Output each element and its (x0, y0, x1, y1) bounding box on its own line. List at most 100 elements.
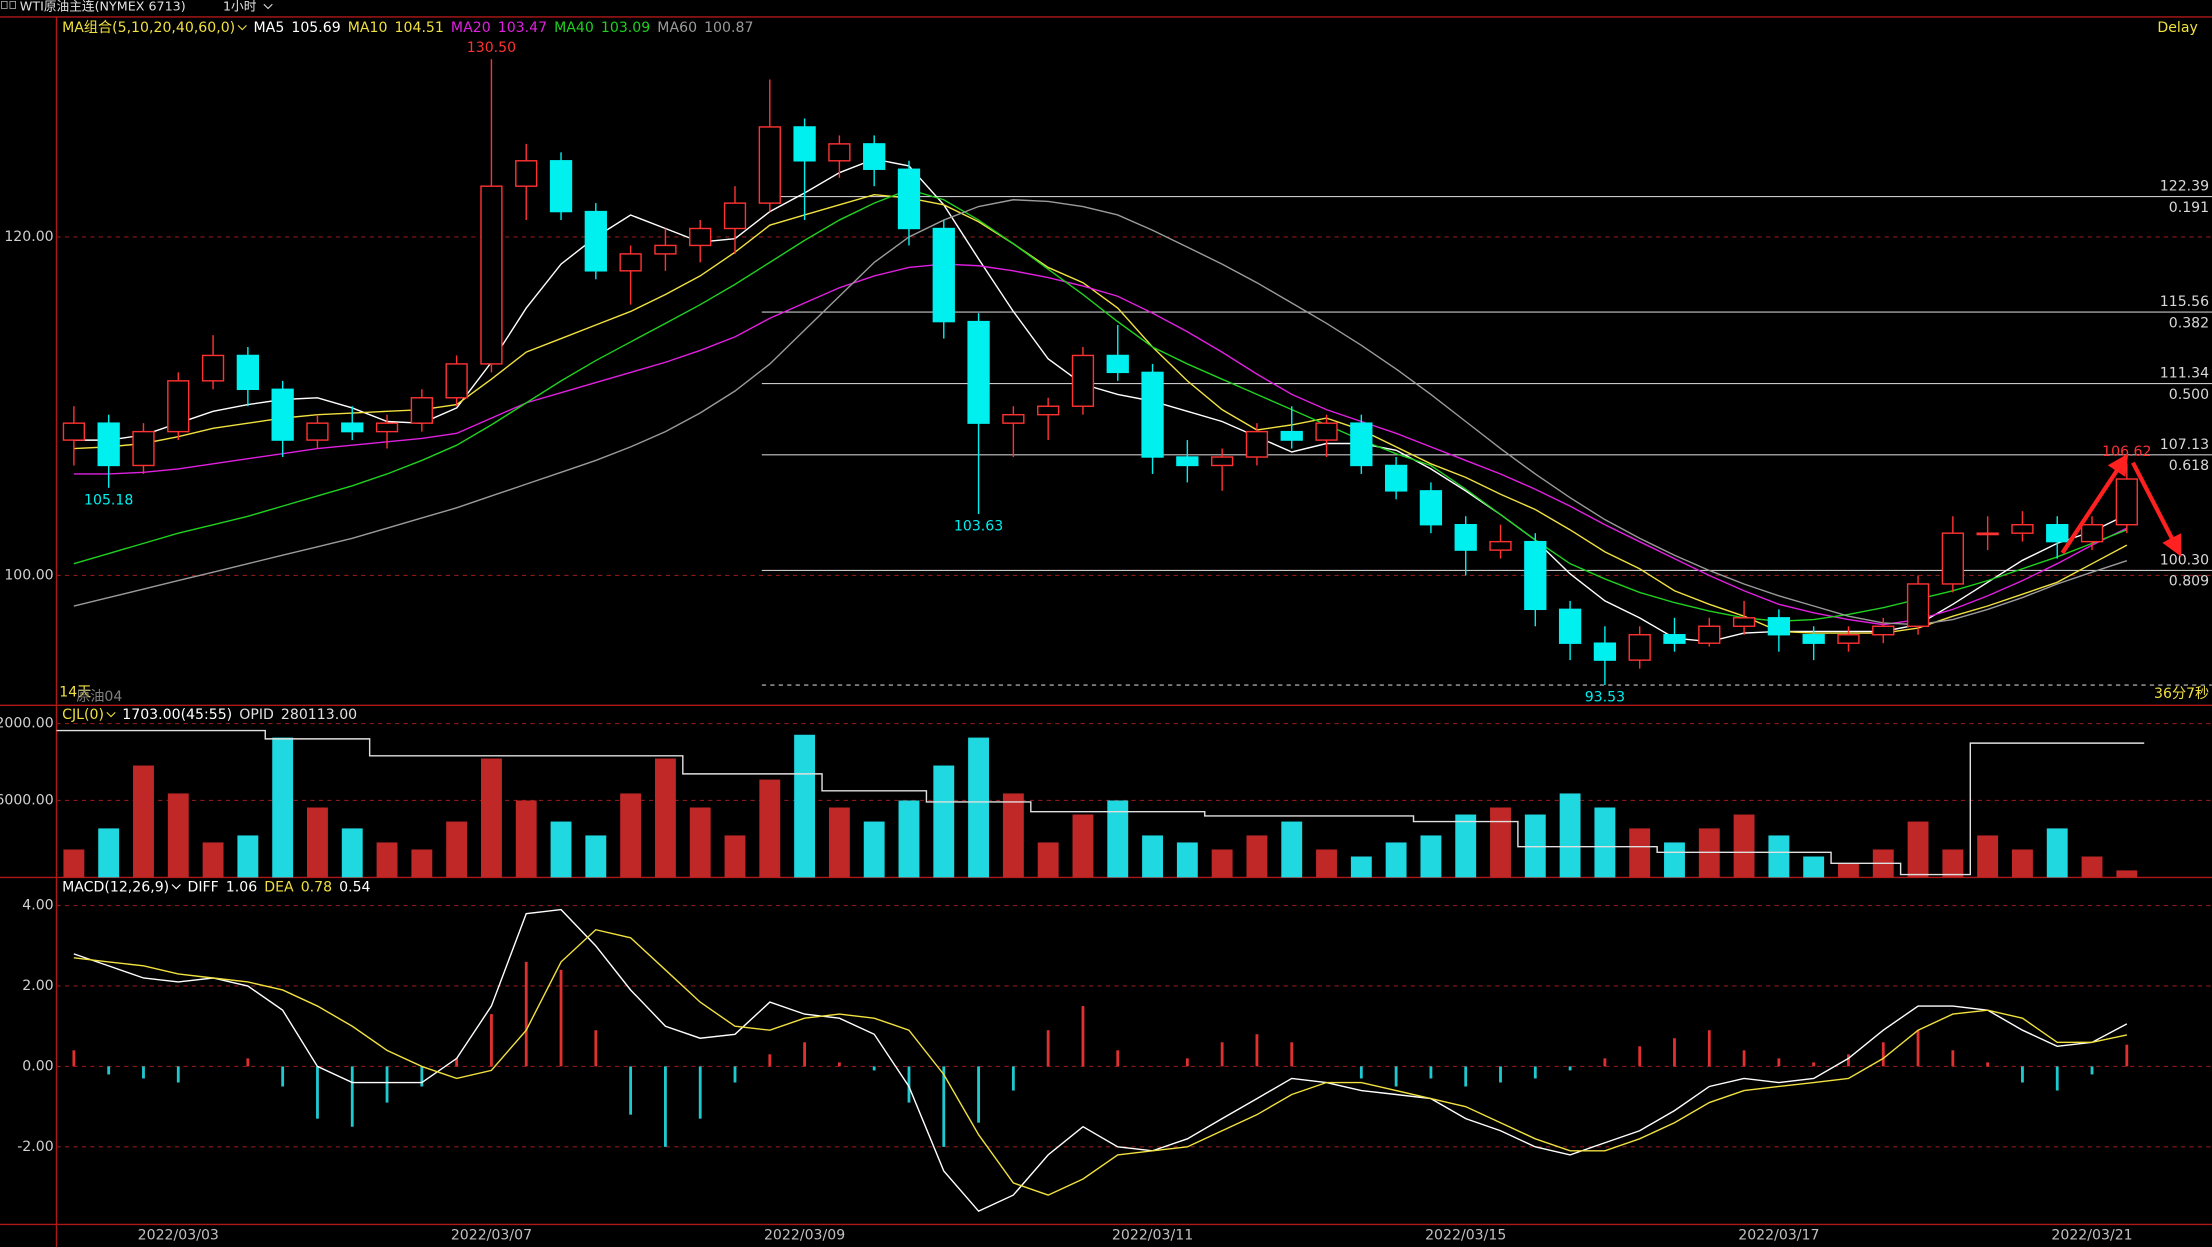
fib-ratio-label: 0.382 (2169, 315, 2209, 331)
icon (1, 0, 8, 9)
candle-body (375, 422, 399, 433)
volume-bar (1768, 835, 1790, 878)
volume-bar (1246, 835, 1268, 878)
candle-body (1315, 422, 1338, 441)
volume-bar (1385, 842, 1407, 878)
candle-body (1037, 405, 1060, 416)
candle-body (201, 354, 225, 382)
candle-body (758, 126, 781, 204)
x-tick-label: 2022/03/03 (138, 1228, 219, 1244)
candle-body (1802, 634, 1825, 644)
candle-body (1210, 456, 1234, 467)
volume-bar (2116, 870, 2138, 878)
volume-bar (1838, 863, 1859, 878)
x-tick-label: 2022/03/11 (1112, 1228, 1193, 1244)
candle-body (1350, 422, 1373, 467)
candle-body (410, 397, 433, 424)
legend-text: 104.51 (395, 20, 444, 36)
candle-body (1002, 413, 1025, 424)
volume-bar (63, 849, 85, 878)
y-tick-label: 92000.00 (0, 716, 54, 732)
candle-body (2011, 524, 2034, 534)
volume-bar (1316, 849, 1337, 878)
candle-body (1106, 354, 1129, 374)
legend-text: MA60 (657, 20, 697, 36)
arrow (2060, 453, 2129, 555)
dropdown-icon[interactable] (263, 3, 273, 10)
macd-line (73, 908, 2128, 1213)
volume-bar (1142, 835, 1163, 878)
fib-ratio-label: 0.500 (2169, 387, 2209, 403)
candle-body (1732, 617, 1756, 627)
volume-bar (863, 821, 885, 878)
candle-body (1837, 634, 1860, 644)
candle-body (2080, 524, 2104, 543)
candle-body (1176, 456, 1199, 467)
legend-text: MA组合(5,10,20,40,60,0) (62, 20, 235, 36)
candle-body (584, 210, 607, 272)
y-tick-label: 0.00 (22, 1058, 53, 1074)
macd-line (73, 928, 2128, 1196)
volume-bar (515, 800, 537, 878)
volume-bar (202, 842, 224, 878)
ma-line (73, 263, 2128, 626)
ma-line (73, 199, 2128, 626)
volume-bar (1072, 814, 1094, 878)
legend-text: 280113.00 (281, 707, 357, 723)
header-period[interactable]: 1小时 (223, 0, 257, 14)
candle-body (97, 422, 120, 467)
legend-text: MA5 (254, 20, 285, 36)
volume-bar (1490, 807, 1511, 878)
legend-text: CJL(0) (62, 707, 104, 723)
candle-body (62, 422, 86, 441)
volume-bar (2012, 849, 2033, 878)
candle-body (167, 380, 190, 433)
candle-body (1558, 608, 1582, 644)
volume-bar (1629, 828, 1651, 878)
candle-body (306, 422, 329, 441)
volume-bar (585, 835, 607, 878)
footer-left2: 原油04 (76, 689, 122, 705)
volume-bar (1455, 814, 1477, 878)
volume-bar (133, 765, 154, 878)
legend-text: OPID (239, 707, 274, 723)
candle-body (1419, 490, 1443, 526)
legend-text: 0.54 (339, 879, 370, 895)
candle-body (515, 160, 538, 187)
candle-body (932, 227, 955, 323)
candle-body (1524, 540, 1547, 611)
candle-body (1384, 464, 1408, 492)
candle-body (1976, 532, 1999, 536)
candle-body (863, 143, 886, 170)
candle-body (1767, 617, 1791, 636)
volume-bar (1211, 849, 1233, 878)
candle-body (341, 422, 364, 433)
candle-body (723, 202, 747, 230)
legend-text: MA10 (348, 20, 388, 36)
candle-body (2115, 478, 2138, 526)
volume-bar (272, 737, 294, 878)
candle-body (480, 185, 503, 365)
x-tick-label: 2022/03/07 (451, 1228, 532, 1244)
candle-body (132, 430, 155, 467)
volume-bar (1559, 793, 1581, 878)
volume-bar (2081, 856, 2103, 878)
candle-body (897, 168, 921, 230)
legend-text: 1.06 (226, 879, 257, 895)
y-tick-label: -2.00 (17, 1139, 53, 1155)
price-annotation: 105.18 (84, 493, 133, 509)
volume-bar (167, 793, 189, 878)
volume-bar (2046, 828, 2068, 878)
volume-bar (1942, 849, 1964, 878)
candle-body (689, 227, 712, 247)
volume-bar (1664, 842, 1685, 878)
legend-text: 103.47 (498, 20, 547, 36)
legend-text: 1703.00(45:55) (122, 707, 232, 723)
volume-bar (1002, 793, 1024, 878)
volume-bar (828, 807, 850, 878)
candle-body (1906, 583, 1930, 627)
candle-body (1663, 634, 1686, 644)
volume-bar (98, 828, 120, 878)
legend-text: MA40 (554, 20, 594, 36)
legend-text: MA20 (451, 20, 491, 36)
